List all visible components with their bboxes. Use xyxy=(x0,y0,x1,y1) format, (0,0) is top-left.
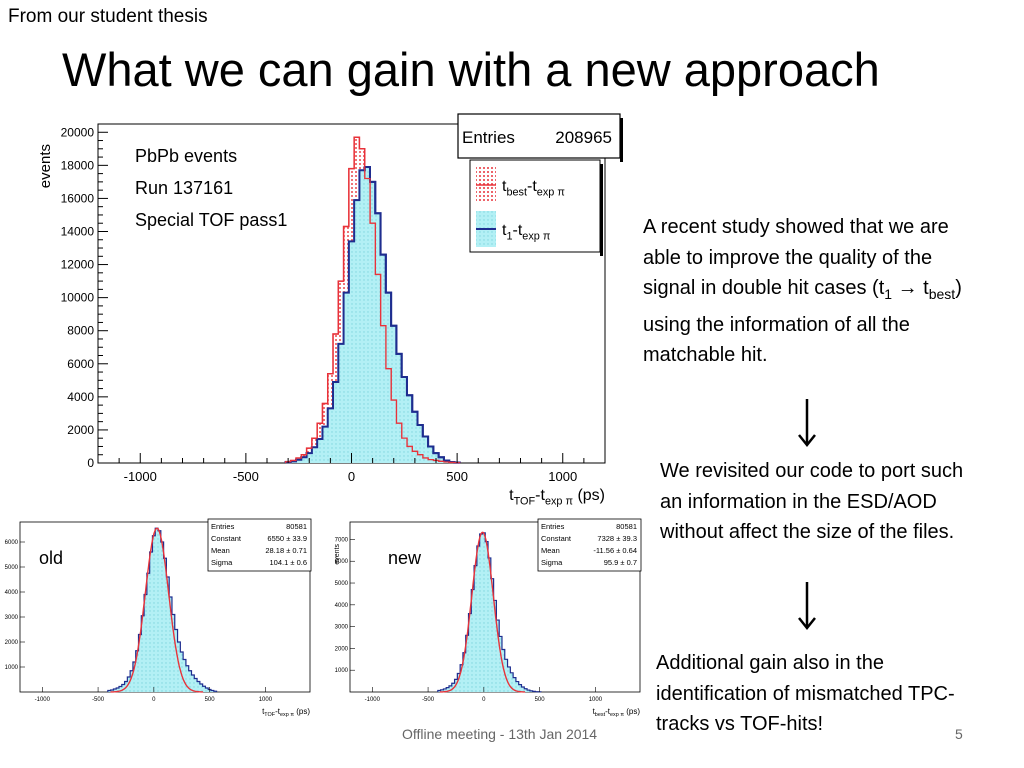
gaussian-fit-curve xyxy=(110,527,204,693)
x-tick-label: 500 xyxy=(205,697,216,703)
study-sub-1: 1 xyxy=(884,286,893,302)
y-tick-label: 18000 xyxy=(61,158,95,172)
y-tick-label: 5000 xyxy=(335,581,349,587)
old-histogram: 1000 2000 3000 4000 5000 6000 -1000 -500 0 500 100… xyxy=(5,518,312,718)
y-tick-label: 2000 xyxy=(67,423,94,437)
y-tick-label: 16000 xyxy=(61,191,95,205)
stats-row-label: Sigma xyxy=(541,558,563,567)
x-axis-label: tTOF-texp π (ps) xyxy=(262,707,310,718)
stats-row-value: 28.18 ± 0.71 xyxy=(265,546,307,555)
top-note: From our student thesis xyxy=(8,6,208,27)
annotation-line: PbPb events xyxy=(135,146,237,166)
study-text-end: ) using the information of all the match… xyxy=(643,277,962,366)
x-axis-label: tbest-texp π (ps) xyxy=(593,707,641,718)
y-tick-label: 0 xyxy=(87,456,94,470)
legend-label-tbest: tbest-texp π xyxy=(502,178,565,198)
stats-row-label: Mean xyxy=(541,546,560,555)
slide-title: What we can gain with a new approach xyxy=(62,43,880,96)
x-tick-label: 500 xyxy=(446,469,468,484)
stats-row-value: 104.1 ± 0.6 xyxy=(270,558,307,567)
revisit-paragraph: We revisited our code to port such an in… xyxy=(660,460,964,543)
stats-row-label: Sigma xyxy=(211,558,233,567)
annotation-line: Run 137161 xyxy=(135,178,233,198)
y-tick-label: 10000 xyxy=(61,291,95,305)
main-histogram: 0200040006000800010000120001400016000180… xyxy=(37,113,623,507)
y-tick-label: 1000 xyxy=(335,668,349,674)
legend-label-t1: t1-texp π xyxy=(502,222,551,242)
panel-label: new xyxy=(388,548,422,568)
x-axis-label: tTOF-texp π (ps) xyxy=(509,487,605,507)
y-tick-label: 8000 xyxy=(67,324,94,338)
y-tick-label: 4000 xyxy=(335,603,349,609)
page-number: 5 xyxy=(955,726,963,742)
y-tick-label: 7000 xyxy=(335,537,349,543)
x-tick-label: -500 xyxy=(92,697,105,703)
x-tick-label: -1000 xyxy=(35,697,51,703)
stats-row-label: Mean xyxy=(211,546,230,555)
stats-box xyxy=(537,518,642,572)
stats-row-value: 6550 ± 33.9 xyxy=(267,534,307,543)
stats-row-label: Constant xyxy=(541,534,572,543)
annotation-line: Special TOF pass1 xyxy=(135,210,287,230)
stats-row-label: Entries xyxy=(541,522,565,531)
y-tick-label: 12000 xyxy=(61,258,95,272)
y-tick-label: 6000 xyxy=(67,357,94,371)
new-histogram: 1000 2000 3000 4000 5000 6000 7000 -1000 -500 0 50… xyxy=(334,518,642,718)
x-tick-label: 1000 xyxy=(259,697,273,703)
stats-row-label: Entries xyxy=(211,522,235,531)
y-tick-label: 5000 xyxy=(5,565,19,571)
stats-box xyxy=(457,113,621,159)
stats-row-value: -11.56 ± 0.64 xyxy=(593,546,637,555)
series-tbest-outline xyxy=(284,136,461,464)
stats-row-value: 7328 ± 39.3 xyxy=(597,534,637,543)
x-tick-label: 0 xyxy=(348,469,355,484)
x-tick-label: -500 xyxy=(233,469,259,484)
y-tick-label: 6000 xyxy=(5,540,19,546)
legend-shadow xyxy=(600,164,603,256)
y-tick-label: 2000 xyxy=(5,640,19,646)
footer-text: Offline meeting - 13th Jan 2014 xyxy=(402,726,598,742)
gaussian-fit-curve xyxy=(439,531,526,693)
y-axis-label: events xyxy=(334,544,341,565)
y-tick-label: 4000 xyxy=(5,590,19,596)
x-tick-label: -1000 xyxy=(365,697,381,703)
x-tick-label: 0 xyxy=(482,697,486,703)
down-arrow-icon xyxy=(798,582,816,631)
x-tick-label: -1000 xyxy=(124,469,157,484)
gain-paragraph: Additional gain also in the identificati… xyxy=(656,652,955,735)
down-arrow-icon xyxy=(798,399,816,448)
x-tick-label: 0 xyxy=(152,697,156,703)
y-tick-label: 14000 xyxy=(61,224,95,238)
stats-box xyxy=(207,518,312,572)
y-axis-label: events xyxy=(37,144,54,188)
stats-label: Entries xyxy=(462,128,515,147)
x-tick-label: 1000 xyxy=(589,697,603,703)
study-text-start: A recent study showed that we are able t… xyxy=(643,216,949,299)
x-tick-label: 500 xyxy=(535,697,546,703)
y-tick-label: 20000 xyxy=(61,125,95,139)
y-tick-label: 1000 xyxy=(5,665,19,671)
x-tick-label: 1000 xyxy=(548,469,577,484)
y-tick-label: 6000 xyxy=(335,559,349,565)
study-paragraph: A recent study showed that we are able t… xyxy=(643,212,973,371)
stats-row-label: Constant xyxy=(211,534,242,543)
series-t1-outline xyxy=(284,165,461,464)
y-tick-label: 3000 xyxy=(335,625,349,631)
stats-row-value: 80581 xyxy=(286,522,307,531)
y-tick-label: 3000 xyxy=(5,615,19,621)
panel-label: old xyxy=(39,548,63,568)
study-sub-best: best xyxy=(928,286,956,302)
y-tick-label: 2000 xyxy=(335,646,349,652)
study-arrow: → t xyxy=(892,277,929,299)
stats-value: 208965 xyxy=(555,128,612,147)
stats-row-value: 80581 xyxy=(616,522,637,531)
y-tick-label: 4000 xyxy=(67,390,94,404)
x-tick-label: -500 xyxy=(422,697,435,703)
stats-box-shadow xyxy=(620,118,623,162)
overlap-fill xyxy=(285,170,460,464)
stats-row-value: 95.9 ± 0.7 xyxy=(604,558,637,567)
